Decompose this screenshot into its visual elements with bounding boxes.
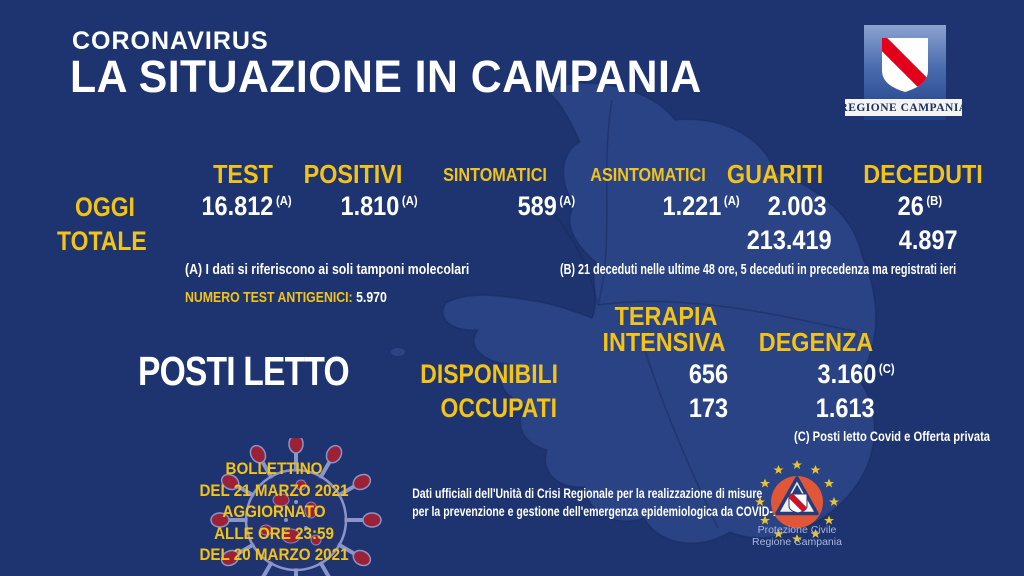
header-terapia: TERAPIA: [614, 301, 718, 331]
footnote-marker-a: (A): [724, 193, 740, 208]
value-positivi-oggi: 1.810 (A): [341, 191, 418, 222]
value-number: 2.003: [768, 191, 827, 221]
value-guariti-oggi: 2.003: [768, 191, 827, 222]
value-number: 3.160: [817, 359, 877, 389]
value-number: 16.812: [201, 191, 274, 221]
antigen-tests-value: 5.970: [356, 289, 387, 306]
header-test: TEST: [213, 159, 273, 189]
beds-section-title: POSTI LETTO: [138, 348, 350, 394]
bulletin-line: DEL 20 MARZO 2021: [199, 546, 349, 564]
official-source-line-1: Dati ufficiali dell'Unità di Crisi Regio…: [412, 486, 763, 501]
coronavirus-icon: [210, 438, 382, 576]
title-line-2: LA SITUAZIONE IN CAMPANIA: [70, 51, 702, 102]
footnote-marker-b: (B): [926, 193, 942, 208]
footnote-a: (A) I dati si riferiscono ai soli tampon…: [185, 261, 470, 278]
bulletin-date-block: BOLLETTINO DEL 21 MARZO 2021 AGGIORNATO …: [164, 459, 385, 567]
header-intensiva: INTENSIVA: [602, 327, 726, 357]
header-guariti: GUARITI: [726, 159, 824, 189]
value-number: 26: [897, 191, 924, 221]
row-label-disponibili: DISPONIBILI: [420, 359, 558, 389]
official-source-line-2: per la prevenzione e gestione dell'emerg…: [412, 504, 785, 519]
protezione-civile-line-2: Regione Campania: [752, 536, 842, 548]
value-sintomatici-oggi: 589 (A): [517, 191, 575, 222]
bulletin-line: BOLLETTINO: [225, 460, 323, 478]
value-number: 589: [517, 191, 557, 221]
bulletin-line: AGGIORNATO: [222, 503, 326, 521]
antigen-tests-line: NUMERO TEST ANTIGENICI: 5.970: [185, 289, 387, 306]
regione-campania-shield-icon: [882, 38, 928, 92]
value-deceduti-totale: 4.897: [899, 225, 958, 255]
value-intensiva-disponibili: 656: [688, 359, 728, 389]
value-guariti-totale: 213.419: [747, 225, 832, 255]
value-deceduti-oggi: 26 (B): [898, 191, 942, 222]
row-label-totale: TOTALE: [57, 226, 147, 256]
footnote-marker-a: (A): [402, 193, 418, 208]
header-asintomatici: ASINTOMATICI: [590, 165, 706, 185]
antigen-tests-label: NUMERO TEST ANTIGENICI:: [185, 289, 353, 306]
protezione-civile-label: Protezione Civile Regione Campania: [727, 524, 867, 548]
header-positivi: POSITIVI: [303, 159, 403, 189]
value-asintomatici-oggi: 1.221 (A): [663, 191, 740, 222]
footnote-marker-c: (C): [879, 361, 895, 376]
bulletin-line: DEL 21 MARZO 2021: [199, 481, 349, 500]
value-number: 1.221: [662, 191, 722, 221]
title-line-1: CORONAVIRUS: [72, 27, 269, 55]
row-label-oggi: OGGI: [75, 192, 135, 222]
official-source-text: Dati ufficiali dell'Unità di Crisi Regio…: [412, 485, 785, 521]
header-degenza: DEGENZA: [758, 327, 874, 357]
value-test-oggi: 16.812 (A): [202, 191, 292, 222]
header-sintomatici: SINTOMATICI: [443, 165, 547, 185]
value-number: 1.810: [340, 191, 400, 221]
footnote-marker-a: (A): [559, 193, 575, 208]
row-label-occupati: OCCUPATI: [440, 393, 557, 423]
footnote-c: (C) Posti letto Covid e Offerta privata: [793, 428, 990, 444]
regione-campania-logo-label: REGIONE CAMPANIA: [839, 99, 967, 116]
protezione-civile-line-1: Protezione Civile: [757, 524, 837, 536]
protezione-civile-logo: [755, 460, 839, 544]
footnote-b: (B) 21 deceduti nelle ultime 48 ore, 5 d…: [560, 261, 957, 278]
value-degenza-disponibili: 3.160 (C): [818, 359, 895, 390]
footnote-marker-a: (A): [276, 193, 292, 208]
header-deceduti: DECEDUTI: [863, 159, 983, 189]
bulletin-line: ALLE ORE 23:59: [214, 524, 334, 543]
value-degenza-occupati: 1.613: [816, 393, 875, 423]
value-intensiva-occupati: 173: [688, 393, 728, 423]
